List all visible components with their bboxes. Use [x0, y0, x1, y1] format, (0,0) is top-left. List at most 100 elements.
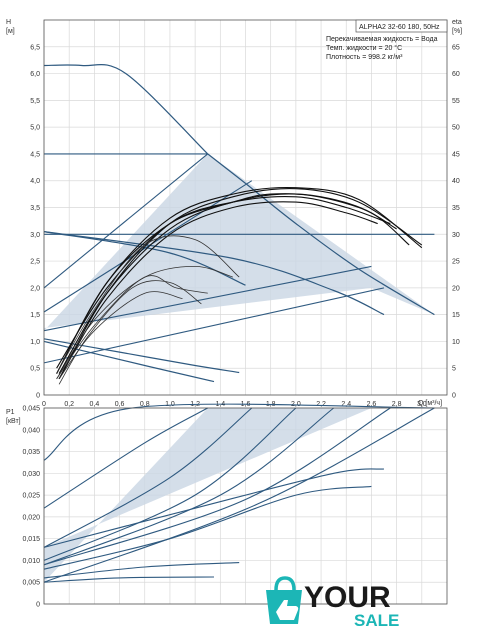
efficiency-tick-label: 35 — [452, 205, 460, 212]
flow-tick-label: 0 — [42, 401, 46, 408]
power-curve — [43, 576, 215, 583]
efficiency-tick-label: 0 — [452, 393, 456, 400]
head-tick-label: 2,5 — [30, 259, 40, 266]
power-range-fill — [44, 408, 435, 583]
power-tick-label: 0,040 — [22, 427, 40, 434]
fluid-line: Перекачиваемая жидкость = Вода — [326, 36, 438, 43]
constant-pressure-line — [43, 153, 209, 289]
power-tick-label: 0,005 — [22, 580, 40, 587]
constant-pressure-line — [43, 180, 253, 313]
efficiency-curve — [56, 196, 391, 369]
flow-tick-label: 2,6 — [367, 401, 377, 408]
power-tick-label: 0,010 — [22, 558, 40, 565]
power-curve — [43, 407, 297, 561]
power-curve — [43, 407, 391, 566]
head-tick-label: 4,0 — [30, 178, 40, 185]
power-tick-label: 0,020 — [22, 514, 40, 521]
head-range-fill — [44, 153, 435, 331]
head-operating-range-region — [44, 153, 435, 331]
logo-word-sale: SALE — [354, 611, 399, 630]
power-plot-frame — [43, 407, 448, 605]
efficiency-tick-label: 30 — [452, 232, 460, 239]
efficiency-tick-label: 10 — [452, 339, 460, 346]
power-tick-label: 0,025 — [22, 493, 40, 500]
flow-tick-label: 0,4 — [90, 401, 100, 408]
efficiency-tick-label: 5 — [452, 366, 456, 373]
density-line: Плотность = 998.2 кг/м³ — [326, 54, 403, 61]
logo-word-your: YOUR — [304, 581, 391, 614]
power-tick-label: 0,030 — [22, 471, 40, 478]
power-panel: 0 0,005 0,010 0,015 0,020 0,025 0,030 0,035 0,04… — [6, 403, 448, 609]
efficiency-tick-label: 65 — [452, 44, 460, 51]
efficiency-tick-label: 20 — [452, 285, 460, 292]
power-curve — [43, 407, 253, 548]
qh-curve — [43, 340, 215, 383]
head-tick-label: 6,5 — [30, 44, 40, 51]
efficiency-tick-label: 40 — [452, 178, 460, 185]
head-tick-label: 5,0 — [30, 125, 40, 132]
constant-pressure-line — [43, 287, 385, 364]
power-tick-label: 0,045 — [22, 406, 40, 413]
efficiency-tick-label: 60 — [452, 71, 460, 78]
flow-tick-label: 2,2 — [316, 401, 326, 408]
head-plot-frame — [43, 19, 448, 396]
your-sale-logo: YOUR SALE — [266, 576, 399, 630]
efficiency-tick-label: 15 — [452, 312, 460, 319]
chart-title: ALPHA2 32-60 180, 50Hz — [359, 24, 440, 31]
power-curve — [43, 407, 335, 566]
efficiency-curve — [56, 235, 240, 374]
head-tick-label: 6,0 — [30, 71, 40, 78]
header-box: ALPHA2 32-60 180, 50Hz Перекачиваемая жи… — [326, 19, 448, 61]
flow-tick-label: 2,8 — [392, 401, 402, 408]
qh-curve — [43, 63, 209, 155]
head-tick-label: 2,0 — [30, 285, 40, 292]
temperature-line: Темп. жидкости = 20 °C — [326, 44, 402, 52]
efficiency-curve — [56, 275, 208, 380]
head-axis-label: H [м] — [6, 19, 15, 35]
power-tick-label: 0 — [36, 602, 40, 609]
qh-curve — [43, 231, 385, 316]
head-curves — [43, 63, 435, 383]
power-curve — [43, 407, 208, 509]
efficiency-tick-label: 45 — [452, 151, 460, 158]
flow-tick-label: 2,4 — [341, 401, 351, 408]
efficiency-axis-label: eta [%] — [452, 19, 462, 35]
head-tick-label: 3,0 — [30, 232, 40, 239]
flow-tick-label: 0,6 — [115, 401, 125, 408]
flow-tick-label: 0,2 — [64, 401, 74, 408]
efficiency-tick-label: 55 — [452, 98, 460, 105]
head-tick-label: 4,5 — [30, 151, 40, 158]
power-curves — [43, 403, 435, 583]
shopping-bag-hand-icon — [266, 576, 302, 624]
head-tick-label: 3,5 — [30, 205, 40, 212]
head-tick-label: 0 — [36, 393, 40, 400]
power-curve — [43, 485, 372, 570]
flow-tick-label: 1,0 — [165, 401, 175, 408]
efficiency-curve — [56, 193, 410, 374]
constant-pressure-line — [43, 265, 372, 332]
power-tick-label: 0,015 — [22, 536, 40, 543]
power-tick-labels: 0 0,005 0,010 0,015 0,020 0,025 0,030 0,035 0,04… — [22, 406, 40, 609]
power-curve — [43, 403, 435, 461]
efficiency-curve — [58, 201, 378, 380]
flow-axis-label: Q [м³/ч] — [418, 400, 442, 407]
efficiency-tick-label: 25 — [452, 259, 460, 266]
head-tick-labels: 0 0,2 0,4 0,6 0,8 1,0 1,2 1,4 1,6 1,8 2,0 2,2 2,4 2,6… — [30, 44, 460, 408]
head-tick-label: 1,0 — [30, 339, 40, 346]
power-curve — [43, 407, 435, 583]
power-curve — [43, 468, 385, 548]
power-tick-label: 0,035 — [22, 449, 40, 456]
power-axis-label: P1 [кВт] — [6, 409, 21, 425]
flow-tick-label: 3,0 — [417, 401, 427, 408]
power-curve — [43, 562, 240, 579]
efficiency-curves — [56, 186, 423, 385]
power-operating-range-region — [44, 408, 435, 583]
head-tick-label: 5,5 — [30, 98, 40, 105]
efficiency-curve — [58, 291, 183, 380]
efficiency-tick-label: 50 — [452, 125, 460, 132]
head-tick-label: 1,5 — [30, 312, 40, 319]
head-efficiency-panel: 0 0,2 0,4 0,6 0,8 1,0 1,2 1,4 1,6 1,8 2,0 2,2 2,4 2,6… — [6, 19, 462, 408]
flow-tick-label: 0,8 — [140, 401, 150, 408]
head-tick-label: 0,5 — [30, 366, 40, 373]
